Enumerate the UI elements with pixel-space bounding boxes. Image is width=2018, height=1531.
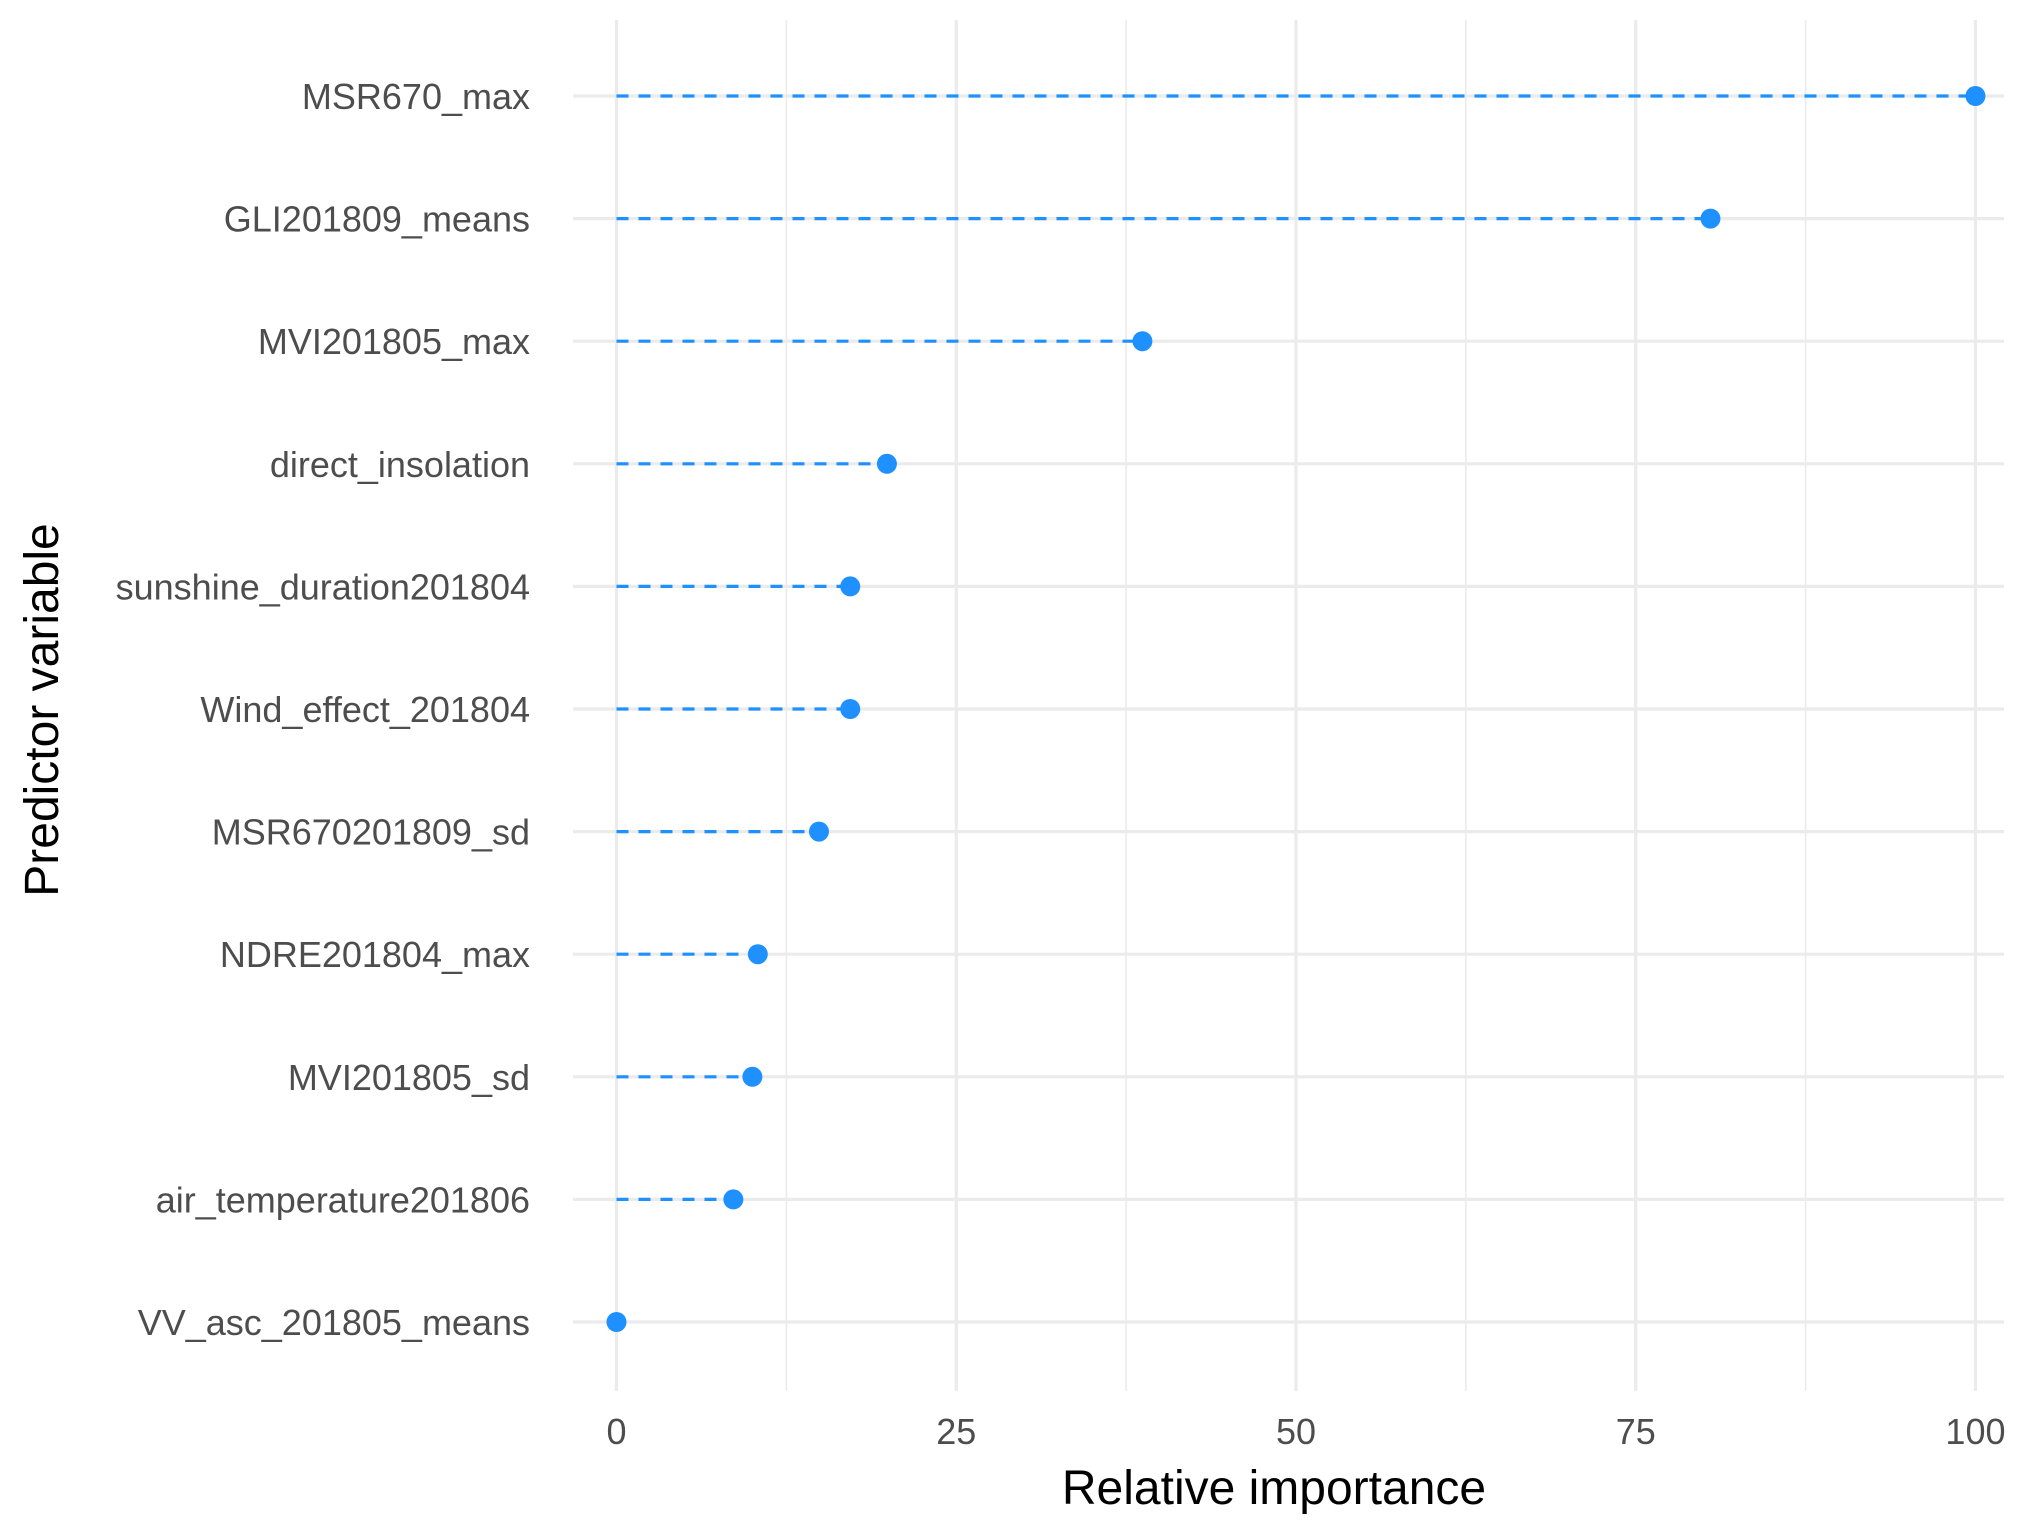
lollipop-point (840, 699, 861, 719)
x-tick-label: 100 (1945, 1411, 2005, 1452)
y-tick-label: NDRE201804_max (220, 934, 530, 975)
y-tick-label: MSR670_max (302, 76, 530, 117)
lollipop-point (876, 453, 897, 474)
x-axis-tick-labels: 0 25 50 75 100 (606, 1411, 2005, 1452)
major-gridlines (573, 20, 2004, 1391)
x-tick-label: 50 (1276, 1411, 1316, 1452)
y-tick-label: direct_insolation (270, 444, 530, 485)
y-tick-label: MVI201805_sd (288, 1057, 530, 1098)
lollipop-point (747, 944, 768, 965)
chart-marks (606, 86, 1986, 1332)
y-tick-label: MSR670201809_sd (212, 812, 530, 853)
lollipop-point (606, 1312, 627, 1332)
x-tick-label: 75 (1616, 1411, 1656, 1452)
lollipop-point (840, 576, 861, 597)
y-tick-label: VV_asc_201805_means (138, 1302, 530, 1343)
lollipop-point (742, 1066, 763, 1087)
y-tick-label: GLI201809_means (224, 199, 530, 240)
lollipop-point (1700, 208, 1721, 229)
lollipop-point (808, 821, 829, 842)
y-tick-label: sunshine_duration201804 (116, 566, 530, 607)
lollipop-point (1965, 86, 1986, 106)
lollipop-point (723, 1189, 744, 1210)
x-tick-label: 25 (936, 1411, 976, 1452)
lollipop-point (1132, 331, 1153, 352)
y-axis-tick-labels: MSR670_max GLI201809_means MVI201805_maxdi… (116, 76, 530, 1343)
y-tick-label: MVI201805_max (258, 321, 530, 362)
x-tick-label: 0 (606, 1411, 626, 1452)
y-axis-title: Predictor variable (16, 523, 69, 897)
y-tick-label: Wind_effect_201804 (200, 689, 530, 730)
minor-gridlines (785, 20, 1807, 1391)
x-axis-title: Relative importance (1062, 1462, 1486, 1515)
y-tick-label: air_temperature201806 (156, 1179, 530, 1220)
